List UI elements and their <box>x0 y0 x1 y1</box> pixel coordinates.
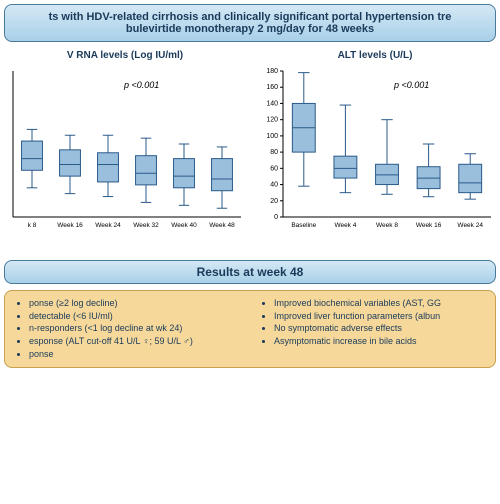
chart-left-container: V RNA levels (Log IU/ml) p <0.001 k 8 Wee… <box>4 50 246 250</box>
results-left-item: ponse <box>29 349 240 361</box>
svg-text:Week 32: Week 32 <box>133 222 159 229</box>
results-left-list: ponse (≥2 log decline)detectable (<6 IU/… <box>15 298 240 360</box>
svg-text:80: 80 <box>270 149 278 156</box>
chart-right-title: ALT levels (U/L) <box>254 50 496 61</box>
svg-text:40: 40 <box>270 182 278 189</box>
svg-text:0: 0 <box>274 214 278 221</box>
svg-text:60: 60 <box>270 165 278 172</box>
results-right-item: No symptomatic adverse effects <box>274 323 485 335</box>
svg-text:Week 4: Week 4 <box>334 222 356 229</box>
results-right-item: Improved liver function parameters (albu… <box>274 311 485 323</box>
svg-text:Week 24: Week 24 <box>457 222 483 229</box>
results-left-item: esponse (ALT cut-off 41 U/L ♀; 59 U/L ♂) <box>29 336 240 348</box>
results-banner: Results at week 48 <box>4 260 496 284</box>
header-line1: ts with HDV-related cirrhosis and clinic… <box>15 11 485 23</box>
svg-text:140: 140 <box>266 100 278 107</box>
header-line2: bulevirtide monotherapy 2 mg/day for 48 … <box>15 23 485 35</box>
svg-text:100: 100 <box>266 133 278 140</box>
svg-text:Week 16: Week 16 <box>416 222 442 229</box>
svg-text:k 8: k 8 <box>28 222 37 229</box>
results-left-col: ponse (≥2 log decline)detectable (<6 IU/… <box>15 297 240 361</box>
chart-right-svg: 0 20 40 60 80 100 120 140 160 180 Baseline Week 4 We… <box>254 65 496 235</box>
results-box: ponse (≥2 log decline)detectable (<6 IU/… <box>4 290 496 368</box>
results-right-list: Improved biochemical variables (AST, GGI… <box>260 298 485 348</box>
svg-text:160: 160 <box>266 84 278 91</box>
svg-text:Week 16: Week 16 <box>57 222 83 229</box>
svg-text:Week 40: Week 40 <box>171 222 197 229</box>
chart-left-svg: k 8 Week 16 Week 24 Week 32 Week 40 Week 48 <box>4 65 246 235</box>
chart-left-title: V RNA levels (Log IU/ml) <box>4 50 246 61</box>
svg-text:Week 8: Week 8 <box>376 222 398 229</box>
results-left-item: detectable (<6 IU/ml) <box>29 311 240 323</box>
chart-right-pvalue: p <0.001 <box>394 80 429 90</box>
results-right-item: Improved biochemical variables (AST, GG <box>274 298 485 310</box>
results-left-item: ponse (≥2 log decline) <box>29 298 240 310</box>
charts-row: V RNA levels (Log IU/ml) p <0.001 k 8 Wee… <box>0 50 500 250</box>
chart-right-container: ALT levels (U/L) p <0.001 0 20 40 60 80 100 12… <box>254 50 496 250</box>
svg-text:Baseline: Baseline <box>291 222 316 229</box>
chart-left-pvalue: p <0.001 <box>124 80 159 90</box>
results-right-col: Improved biochemical variables (AST, GGI… <box>260 297 485 361</box>
svg-text:Week 24: Week 24 <box>95 222 121 229</box>
results-right-item: Asymptomatic increase in bile acids <box>274 336 485 348</box>
svg-text:180: 180 <box>266 68 278 75</box>
svg-text:Week 48: Week 48 <box>209 222 235 229</box>
results-left-item: n-responders (<1 log decline at wk 24) <box>29 323 240 335</box>
header-banner: ts with HDV-related cirrhosis and clinic… <box>4 4 496 42</box>
svg-text:20: 20 <box>270 198 278 205</box>
svg-text:120: 120 <box>266 117 278 124</box>
